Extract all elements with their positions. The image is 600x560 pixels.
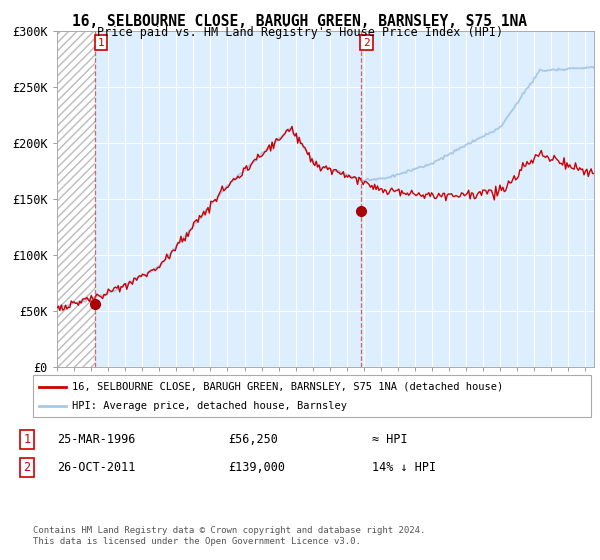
Text: 26-OCT-2011: 26-OCT-2011 [57,461,136,474]
Bar [57,31,95,367]
Text: Price paid vs. HM Land Registry's House Price Index (HPI): Price paid vs. HM Land Registry's House … [97,26,503,39]
Text: ≈ HPI: ≈ HPI [372,433,407,446]
Text: 2: 2 [23,461,31,474]
Text: 1: 1 [23,433,31,446]
Text: £56,250: £56,250 [228,433,278,446]
Text: 14% ↓ HPI: 14% ↓ HPI [372,461,436,474]
Text: 2: 2 [363,38,370,48]
Text: HPI: Average price, detached house, Barnsley: HPI: Average price, detached house, Barn… [72,401,347,411]
Text: £139,000: £139,000 [228,461,285,474]
Text: 16, SELBOURNE CLOSE, BARUGH GREEN, BARNSLEY, S75 1NA (detached house): 16, SELBOURNE CLOSE, BARUGH GREEN, BARNS… [72,381,503,391]
Text: Contains HM Land Registry data © Crown copyright and database right 2024.
This d: Contains HM Land Registry data © Crown c… [33,526,425,546]
Text: 1: 1 [98,38,104,48]
Text: 25-MAR-1996: 25-MAR-1996 [57,433,136,446]
Text: 16, SELBOURNE CLOSE, BARUGH GREEN, BARNSLEY, S75 1NA: 16, SELBOURNE CLOSE, BARUGH GREEN, BARNS… [73,14,527,29]
